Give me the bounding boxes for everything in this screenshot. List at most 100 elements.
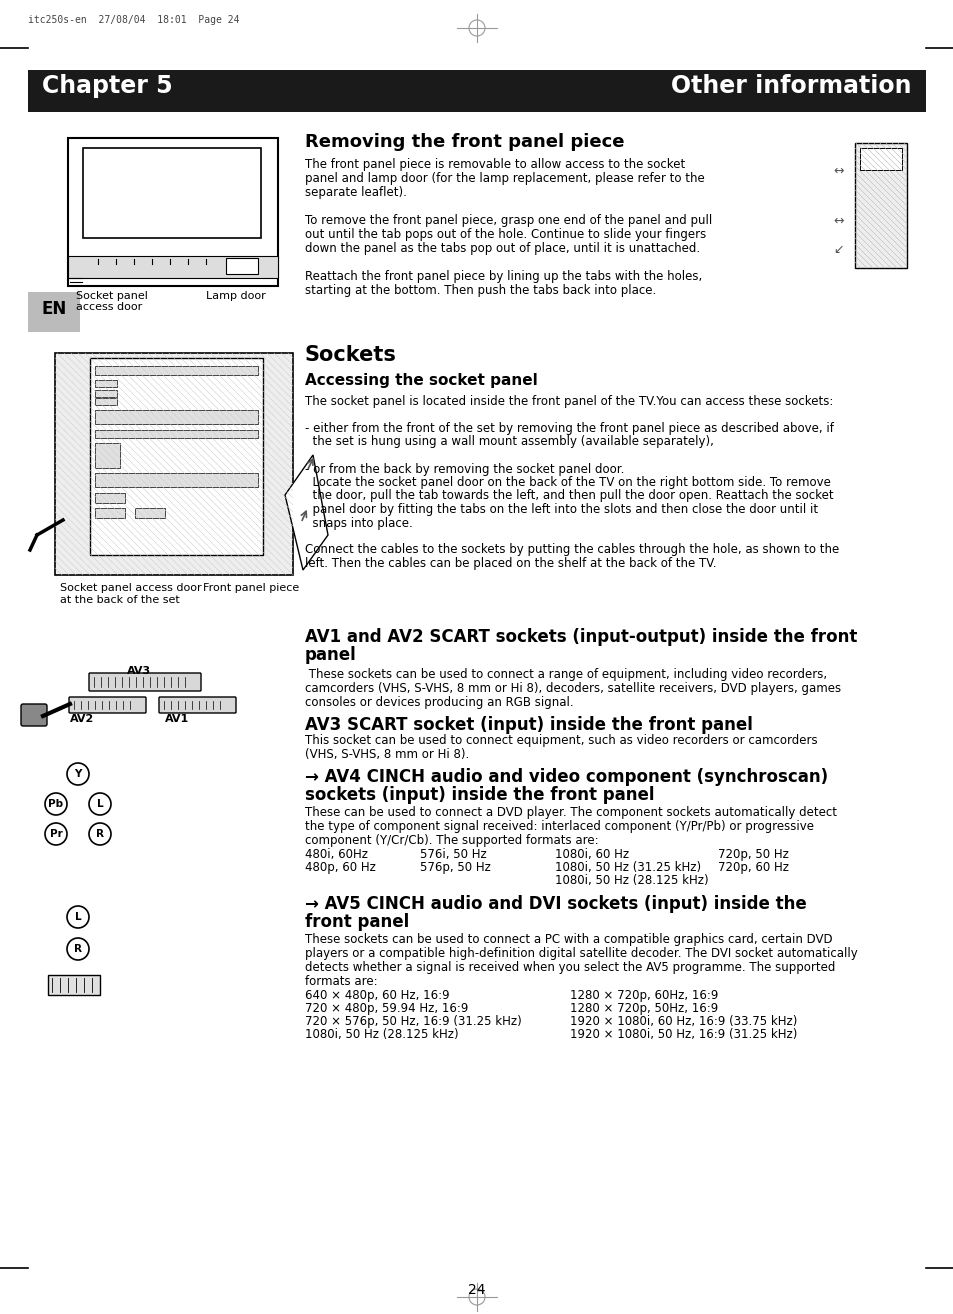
Text: 576i, 50 Hz: 576i, 50 Hz [419,848,486,861]
Text: 1920 × 1080i, 60 Hz, 16:9 (33.75 kHz): 1920 × 1080i, 60 Hz, 16:9 (33.75 kHz) [569,1014,797,1028]
Text: 1280 × 720p, 60Hz, 16:9: 1280 × 720p, 60Hz, 16:9 [569,989,718,1003]
Bar [68,138,277,286]
Text: This socket can be used to connect equipment, such as video recorders or camcord: This socket can be used to connect equip… [305,735,817,746]
Text: players or a compatible high-definition digital satellite decoder. The DVI socke: players or a compatible high-definition … [305,947,857,961]
Text: panel and lamp door (for the lamp replacement, please refer to the: panel and lamp door (for the lamp replac… [305,172,704,185]
Text: out until the tab pops out of the hole. Continue to slide your fingers: out until the tab pops out of the hole. … [305,229,705,240]
Circle shape [89,823,111,845]
Text: 1080i, 50 Hz (28.125 kHz): 1080i, 50 Hz (28.125 kHz) [555,874,708,887]
Bar [68,256,277,279]
Bar [95,443,120,468]
Circle shape [67,905,89,928]
Bar [95,380,117,388]
Text: formats are:: formats are: [305,975,377,988]
Text: the set is hung using a wall mount assembly (available separately),: the set is hung using a wall mount assem… [305,435,713,448]
Text: Chapter 5: Chapter 5 [42,74,172,99]
Bar [95,410,257,424]
Text: the door, pull the tab towards the left, and then pull the door open. Reattach t: the door, pull the tab towards the left,… [305,490,833,502]
Text: 480i, 60Hz: 480i, 60Hz [305,848,368,861]
Text: at the back of the set: at the back of the set [60,595,179,604]
Bar [95,430,257,438]
Text: 1080i, 60 Hz: 1080i, 60 Hz [555,848,628,861]
Text: → AV5 CINCH audio and DVI sockets (input) inside the: → AV5 CINCH audio and DVI sockets (input… [305,895,806,913]
Text: L: L [96,799,103,809]
FancyBboxPatch shape [159,696,235,714]
Text: 1080i, 50 Hz (31.25 kHz): 1080i, 50 Hz (31.25 kHz) [555,861,700,874]
Text: Socket panel: Socket panel [76,290,148,301]
Bar [28,70,925,112]
Text: AV2: AV2 [70,714,94,724]
Text: 1920 × 1080i, 50 Hz, 16:9 (31.25 kHz): 1920 × 1080i, 50 Hz, 16:9 (31.25 kHz) [569,1028,797,1041]
Text: 720 × 480p, 59.94 Hz, 16:9: 720 × 480p, 59.94 Hz, 16:9 [305,1003,468,1014]
Text: the type of component signal received: interlaced component (Y/Pr/Pb) or progres: the type of component signal received: i… [305,820,813,833]
Text: The front panel piece is removable to allow access to the socket: The front panel piece is removable to al… [305,158,684,171]
Text: AV3 SCART socket (input) inside the front panel: AV3 SCART socket (input) inside the fron… [305,716,752,735]
Text: AV1: AV1 [165,714,189,724]
Circle shape [67,938,89,961]
Text: R: R [74,943,82,954]
Text: Sockets: Sockets [305,346,396,365]
Text: Other information: Other information [671,74,911,99]
Bar [95,473,257,487]
Text: down the panel as the tabs pop out of place, until it is unattached.: down the panel as the tabs pop out of pl… [305,242,700,255]
Text: component (Y/Cr/Cb). The supported formats are:: component (Y/Cr/Cb). The supported forma… [305,834,598,848]
Text: - or from the back by removing the socket panel door.: - or from the back by removing the socke… [305,463,623,476]
Text: access door: access door [76,302,142,311]
Text: Removing the front panel piece: Removing the front panel piece [305,133,624,151]
Circle shape [45,823,67,845]
Text: 1080i, 50 Hz (28.125 kHz): 1080i, 50 Hz (28.125 kHz) [305,1028,458,1041]
Text: - either from the front of the set by removing the front panel piece as describe: - either from the front of the set by re… [305,422,833,435]
FancyBboxPatch shape [69,696,146,714]
Text: panel door by fitting the tabs on the left into the slots and then close the doo: panel door by fitting the tabs on the le… [305,503,818,516]
Text: Y: Y [74,769,82,779]
Text: front panel: front panel [305,913,409,932]
Text: Pb: Pb [49,799,64,809]
Circle shape [67,763,89,784]
Text: AV1 and AV2 SCART sockets (input-output) inside the front: AV1 and AV2 SCART sockets (input-output)… [305,628,857,646]
Bar [135,509,165,518]
Text: snaps into place.: snaps into place. [305,516,413,530]
Text: starting at the bottom. Then push the tabs back into place.: starting at the bottom. Then push the ta… [305,284,656,297]
Bar [95,493,125,503]
Text: Pr: Pr [50,829,62,840]
Text: ↔: ↔ [832,166,842,177]
Bar [95,390,117,397]
Text: To remove the front panel piece, grasp one end of the panel and pull: To remove the front panel piece, grasp o… [305,214,712,227]
Text: left. Then the cables can be placed on the shelf at the back of the TV.: left. Then the cables can be placed on t… [305,557,716,570]
Text: → AV4 CINCH audio and video component (synchroscan): → AV4 CINCH audio and video component (s… [305,767,827,786]
Circle shape [89,794,111,815]
Text: Front panel piece: Front panel piece [203,583,299,593]
Text: 640 × 480p, 60 Hz, 16:9: 640 × 480p, 60 Hz, 16:9 [305,989,449,1003]
Text: sockets (input) inside the front panel: sockets (input) inside the front panel [305,786,654,804]
Text: detects whether a signal is received when you select the AV5 programme. The supp: detects whether a signal is received whe… [305,961,835,974]
Text: Connect the cables to the sockets by putting the cables through the hole, as sho: Connect the cables to the sockets by put… [305,544,839,557]
Text: Accessing the socket panel: Accessing the socket panel [305,373,537,388]
Text: ↙: ↙ [832,243,842,256]
Text: EN: EN [41,300,67,318]
Bar [95,398,117,405]
Bar [48,975,100,995]
Polygon shape [285,455,328,570]
Text: itc250s-en  27/08/04  18:01  Page 24: itc250s-en 27/08/04 18:01 Page 24 [28,14,239,25]
FancyBboxPatch shape [21,704,47,727]
Text: These can be used to connect a DVD player. The component sockets automatically d: These can be used to connect a DVD playe… [305,805,836,819]
Bar [55,353,293,576]
Bar [859,148,901,170]
Text: The socket panel is located inside the front panel of the TV.You can access thes: The socket panel is located inside the f… [305,396,833,409]
Text: AV3: AV3 [127,666,151,675]
Text: panel: panel [305,646,356,664]
Text: R: R [96,829,104,840]
Text: These sockets can be used to connect a range of equipment, including video recor: These sockets can be used to connect a r… [305,668,826,681]
Bar [95,367,257,374]
Text: 720 × 576p, 50 Hz, 16:9 (31.25 kHz): 720 × 576p, 50 Hz, 16:9 (31.25 kHz) [305,1014,521,1028]
Text: Reattach the front panel piece by lining up the tabs with the holes,: Reattach the front panel piece by lining… [305,269,701,283]
Bar [226,258,257,275]
Text: camcorders (VHS, S-VHS, 8 mm or Hi 8), decoders, satellite receivers, DVD player: camcorders (VHS, S-VHS, 8 mm or Hi 8), d… [305,682,841,695]
Text: These sockets can be used to connect a PC with a compatible graphics card, certa: These sockets can be used to connect a P… [305,933,832,946]
Text: L: L [74,912,81,922]
Text: 480p, 60 Hz: 480p, 60 Hz [305,861,375,874]
FancyBboxPatch shape [89,673,201,691]
Text: consoles or devices producing an RGB signal.: consoles or devices producing an RGB sig… [305,696,573,710]
Text: 24: 24 [468,1282,485,1297]
Text: 576p, 50 Hz: 576p, 50 Hz [419,861,491,874]
